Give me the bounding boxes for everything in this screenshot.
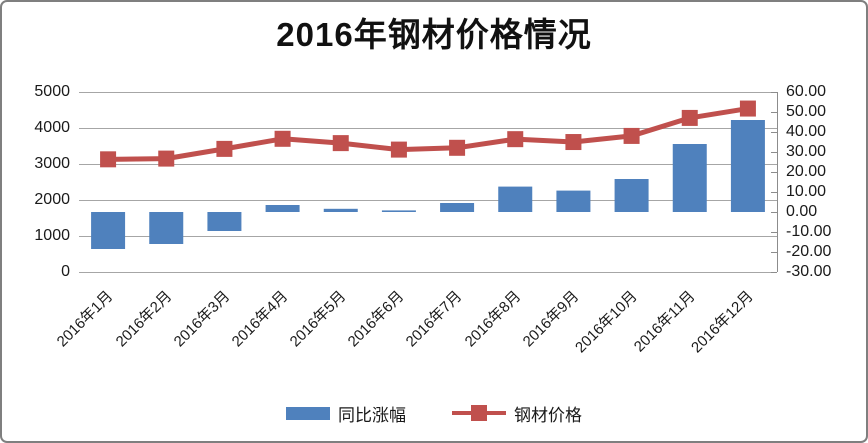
left-axis-tick-label: 1000 bbox=[34, 227, 70, 244]
right-axis-tick-label: 0.00 bbox=[786, 203, 818, 220]
x-axis-label: 2016年1月 bbox=[54, 287, 117, 351]
line-marker bbox=[390, 141, 407, 158]
bar bbox=[556, 190, 591, 212]
bar bbox=[498, 186, 533, 212]
right-axis-tick-label: 20.00 bbox=[786, 163, 827, 180]
bar bbox=[207, 212, 242, 231]
line-marker bbox=[681, 109, 698, 126]
bar bbox=[381, 210, 416, 212]
line-marker bbox=[623, 127, 640, 144]
line-swatch-marker bbox=[471, 405, 487, 421]
bar bbox=[149, 212, 184, 244]
left-axis-tick-label: 2000 bbox=[34, 191, 70, 208]
right-axis-tick-label: 40.00 bbox=[786, 123, 827, 140]
x-axis-label: 2016年2月 bbox=[112, 287, 175, 351]
price-line bbox=[108, 106, 749, 162]
line-marker bbox=[158, 150, 175, 167]
line-marker bbox=[216, 140, 233, 157]
legend-item-line-series: 钢材价格 bbox=[452, 401, 582, 426]
left-axis-tick-label: 4000 bbox=[34, 119, 70, 136]
line-marker bbox=[332, 135, 349, 152]
line-marker bbox=[565, 134, 582, 151]
x-axis-label: 2016年8月 bbox=[461, 287, 524, 351]
bar bbox=[672, 144, 707, 212]
left-axis-tick-label: 3000 bbox=[34, 155, 70, 172]
x-axis-label: 2016年5月 bbox=[286, 287, 350, 351]
legend-label-bar-series: 同比涨幅 bbox=[338, 405, 406, 425]
bar bbox=[440, 203, 475, 212]
plot-area bbox=[79, 91, 779, 274]
right-axis-tick-label: -10.00 bbox=[786, 223, 832, 240]
right-axis-tick-label: -20.00 bbox=[786, 243, 832, 260]
x-axis-label: 2016年7月 bbox=[403, 287, 466, 351]
left-axis-tick-label: 5000 bbox=[34, 83, 70, 100]
x-axis-label: 2016年10月 bbox=[571, 287, 641, 357]
legend-label-line-series: 钢材价格 bbox=[514, 405, 582, 425]
right-axis-tick-label: 10.00 bbox=[786, 183, 827, 200]
bar bbox=[323, 208, 358, 212]
x-axis-label: 2016年3月 bbox=[170, 287, 234, 351]
bar bbox=[614, 179, 649, 212]
legend: 同比涨幅 钢材价格 bbox=[2, 398, 866, 428]
bar-series-swatch bbox=[286, 406, 330, 420]
bar bbox=[730, 120, 765, 212]
right-axis-tick-label: 50.00 bbox=[786, 103, 827, 120]
line-marker bbox=[507, 131, 524, 148]
line-marker bbox=[100, 151, 117, 168]
bar bbox=[265, 205, 300, 212]
right-axis-tick-label: 30.00 bbox=[786, 143, 827, 160]
legend-item-bar-series: 同比涨幅 bbox=[286, 401, 406, 426]
x-axis-label: 2016年6月 bbox=[344, 287, 408, 351]
left-axis-tick-label: 0 bbox=[61, 263, 70, 280]
line-marker bbox=[739, 100, 756, 117]
right-axis-tick-label: -30.00 bbox=[786, 263, 832, 280]
plot-canvas bbox=[79, 91, 779, 274]
bar bbox=[91, 212, 126, 249]
chart-title: 2016年钢材价格情况 bbox=[276, 16, 592, 53]
right-axis-tick-label: 60.00 bbox=[786, 83, 827, 100]
x-axis-label: 2016年4月 bbox=[228, 287, 292, 351]
line-marker bbox=[449, 139, 466, 156]
line-marker bbox=[274, 130, 291, 147]
line-series-swatch bbox=[452, 405, 506, 421]
x-axis-label: 2016年12月 bbox=[687, 287, 757, 357]
